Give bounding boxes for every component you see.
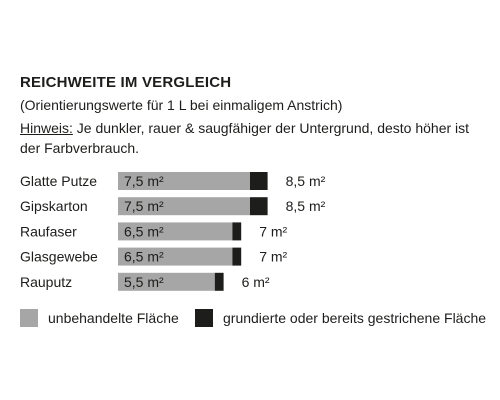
note-label: Hinweis: — [20, 120, 73, 136]
chart-title: REICHWEITE IM VERGLEICH — [20, 74, 232, 91]
value-label-untreated: 6,5 m² — [124, 249, 164, 265]
value-label-untreated: 7,5 m² — [124, 198, 164, 214]
category-label: Gipskarton — [20, 198, 88, 214]
value-label-primed: 7 m² — [259, 249, 287, 265]
bar-primed — [232, 247, 242, 266]
category-label: Rauputz — [20, 274, 72, 290]
chart-note: Hinweis: Je dunkler, rauer & saugfähiger… — [20, 118, 490, 158]
legend-swatch-primed — [195, 309, 213, 327]
legend-label-primed: grundierte oder bereits gestrichene Fläc… — [223, 310, 487, 326]
bar-primed — [214, 272, 224, 291]
bar-row: Glatte Putze 7,5 m² 8,5 m² — [20, 172, 326, 190]
value-label-primed: 8,5 m² — [286, 173, 326, 189]
bar-row: Gipskarton 7,5 m² 8,5 m² — [20, 197, 326, 216]
bar-untreated — [118, 172, 250, 190]
category-label: Glasgewebe — [20, 249, 98, 265]
bar-row: Glasgewebe 6,5 m² 7 m² — [20, 247, 288, 266]
value-label-untreated: 7,5 m² — [124, 173, 164, 189]
bar-untreated — [118, 197, 250, 216]
bar-row: Rauputz 5,5 m² 6 m² — [20, 272, 270, 291]
value-label-untreated: 5,5 m² — [124, 274, 164, 290]
value-label-primed: 7 m² — [259, 223, 287, 239]
bar-primed — [250, 197, 268, 216]
chart-subtitle: (Orientierungswerte für 1 L bei einmalig… — [20, 97, 343, 113]
legend-label-untreated: unbehandelte Fläche — [48, 310, 179, 326]
bar-untreated — [118, 247, 233, 266]
category-label: Glatte Putze — [20, 173, 97, 189]
bar-chart: Glatte Putze 7,5 m² 8,5 m² Gipskarton 7,5 m²… — [20, 172, 326, 291]
category-label: Raufaser — [20, 223, 77, 239]
value-label-untreated: 6,5 m² — [124, 223, 164, 239]
bar-untreated — [118, 272, 215, 291]
bar-untreated — [118, 222, 233, 241]
legend-swatch-untreated — [20, 309, 38, 327]
note-text: Je dunkler, rauer & saugfähiger der Unte… — [20, 120, 470, 156]
bar-primed — [232, 222, 242, 241]
value-label-primed: 6 m² — [242, 274, 270, 290]
bar-row: Raufaser 6,5 m² 7 m² — [20, 222, 288, 241]
value-label-primed: 8,5 m² — [286, 198, 326, 214]
bar-primed — [250, 172, 268, 190]
